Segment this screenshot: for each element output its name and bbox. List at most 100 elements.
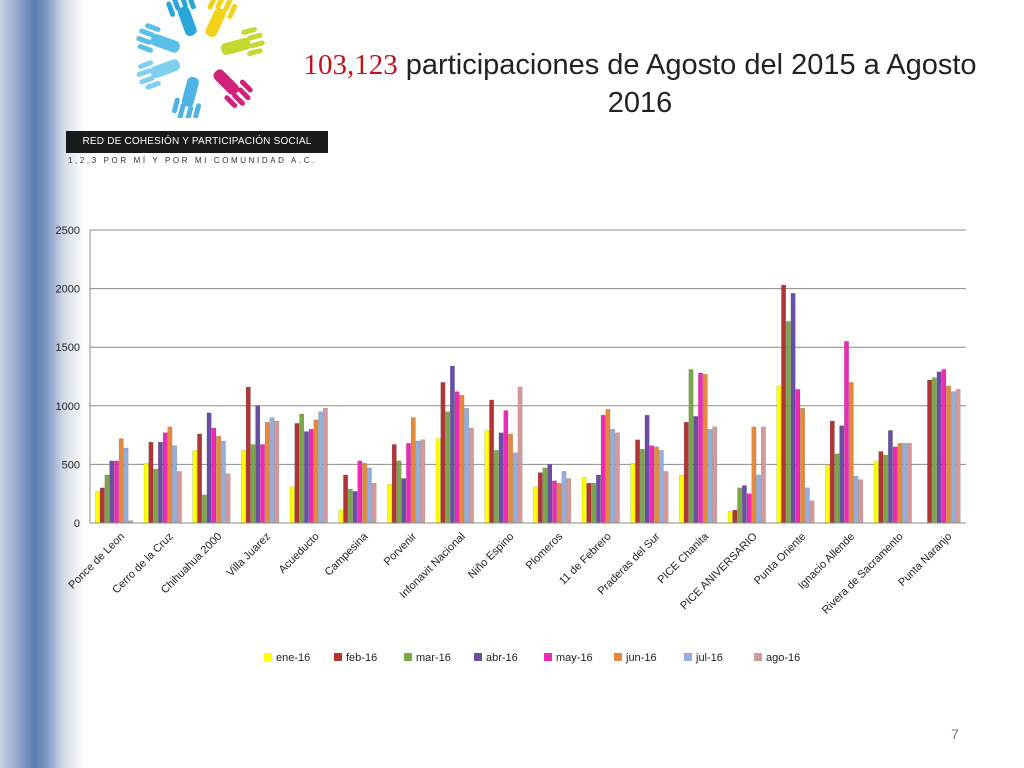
bar [318,411,324,524]
bar [679,474,684,524]
y-tick-label: 0 [74,518,80,530]
bar [304,431,309,524]
bar [605,409,611,524]
bar [95,491,100,524]
bar [946,385,951,524]
bar [542,467,548,524]
bar [654,446,659,524]
bar [591,482,597,524]
bar [162,432,168,524]
legend-swatch [334,653,342,661]
bar [693,416,699,524]
y-tick-label: 500 [62,459,80,471]
bar [630,463,636,524]
bar [143,463,149,524]
bar [250,444,256,524]
bar [450,365,455,524]
left-bar-shadow [62,0,84,768]
bar [658,450,664,524]
page-number: 7 [951,726,959,742]
bar [177,471,182,524]
bar [338,509,344,524]
bar [406,443,411,524]
legend-swatch [754,653,762,661]
bar [537,472,543,524]
bar [197,433,202,524]
bar [104,474,110,524]
bar [809,500,815,524]
plot-area [90,230,966,523]
bar [211,427,217,524]
bar [533,486,538,524]
page-title: 103,123 participaciones de Agosto del 20… [300,46,980,122]
category-label: Plomeros [524,530,566,572]
bar [440,382,446,524]
bar [512,452,518,524]
bar [941,369,947,524]
bar [834,453,840,524]
legend-swatch [614,653,622,661]
bar [698,372,703,524]
bar [858,479,864,524]
legend-label: mar-16 [416,652,451,664]
bar [742,485,747,524]
bar [484,430,490,524]
bar [907,443,912,524]
bar [498,432,504,524]
bar [347,488,353,524]
bar [274,420,280,524]
bar [732,509,738,524]
bar [547,464,553,524]
bar [839,425,845,524]
bar [493,450,499,524]
bar [308,429,314,524]
bar [264,422,270,524]
bar [343,474,348,524]
bar [109,460,115,524]
legend-swatch [264,653,272,661]
bar [396,460,402,524]
bar [848,382,854,524]
bar [216,436,221,524]
bar [795,389,801,524]
bar [99,487,105,524]
legend-swatch [684,653,692,661]
bar [201,494,207,524]
bar [410,417,416,524]
bar [644,414,650,524]
bar [776,385,782,524]
bar [897,443,903,524]
category-label: Acueducto [277,531,322,576]
bar [800,407,805,524]
bar [508,433,513,524]
bar [688,369,694,524]
hands-logo [136,0,265,118]
bar [225,473,231,524]
bar [435,438,441,524]
bar [206,412,212,524]
y-tick-label: 1500 [56,342,80,354]
bar [294,423,300,524]
bar [761,426,766,524]
bar [888,430,893,524]
bar [552,480,557,524]
bar [464,407,470,524]
bar [371,482,377,524]
bar [469,427,474,524]
bar [420,439,426,524]
bar [445,411,451,524]
bar [702,373,708,524]
bar [401,478,407,524]
bar [853,475,859,524]
category-label: Niño Espino [466,531,516,581]
left-decorative-bar [0,0,62,768]
bar [387,484,392,524]
bar [118,438,124,524]
bar [123,447,129,524]
bar [459,395,465,524]
bar [707,429,713,524]
y-tick-label: 2000 [56,284,80,296]
bar [712,426,718,524]
legend-label: ene-16 [276,652,310,664]
